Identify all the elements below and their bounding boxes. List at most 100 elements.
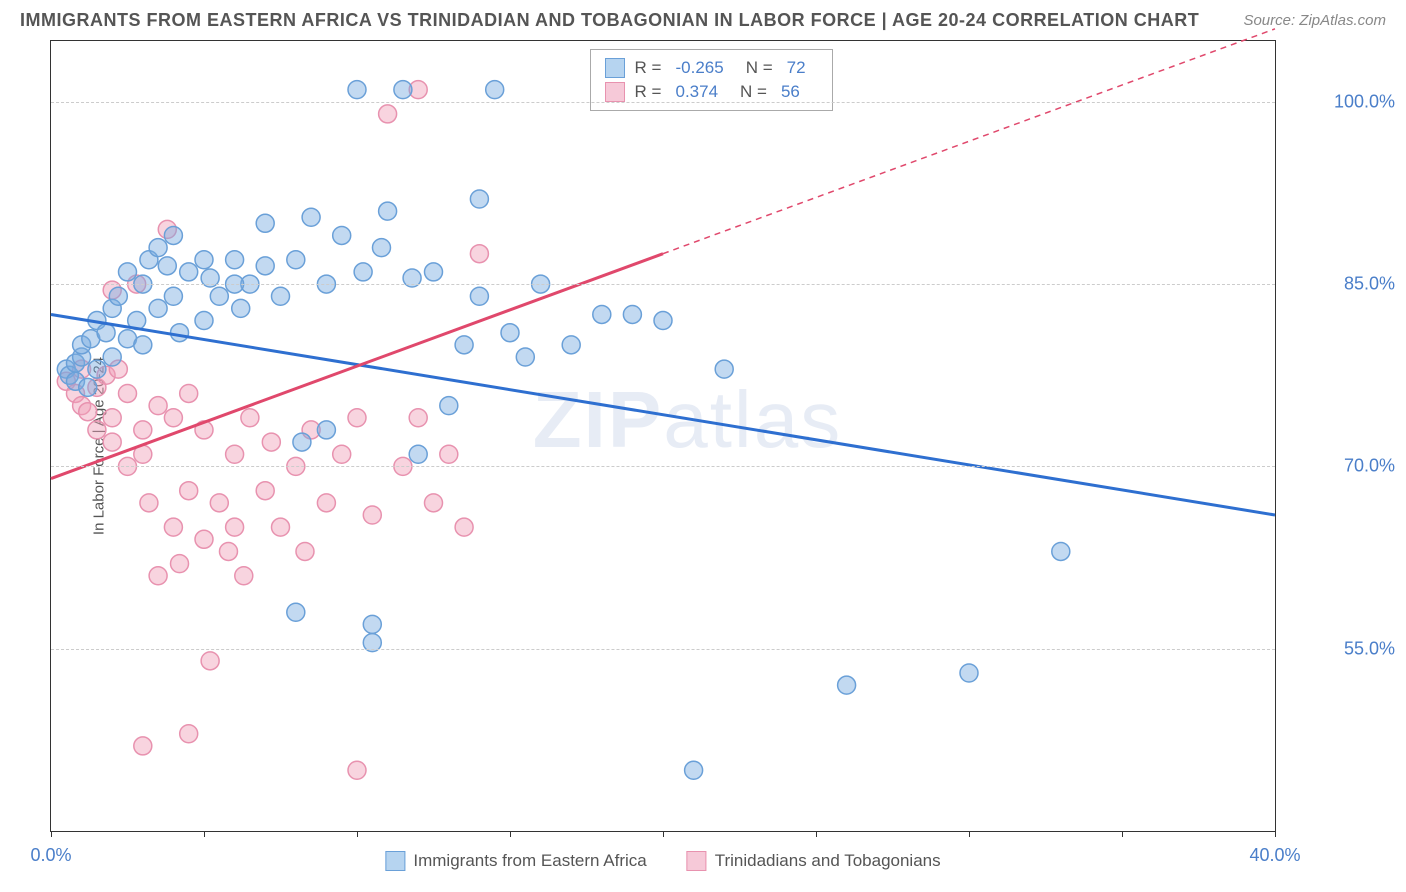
data-point	[348, 409, 366, 427]
data-point	[164, 287, 182, 305]
data-point	[293, 433, 311, 451]
data-point	[140, 494, 158, 512]
data-point	[164, 518, 182, 536]
legend-row-series1: R = -0.265 N = 72	[605, 56, 818, 80]
data-point	[623, 305, 641, 323]
r-label: R =	[635, 82, 662, 102]
series2-name: Trinidadians and Tobagonians	[715, 851, 941, 871]
data-point	[149, 567, 167, 585]
data-point	[287, 251, 305, 269]
data-point	[470, 245, 488, 263]
chart-title: IMMIGRANTS FROM EASTERN AFRICA VS TRINID…	[20, 10, 1199, 31]
data-point	[394, 81, 412, 99]
data-point	[516, 348, 534, 366]
data-point	[103, 433, 121, 451]
data-point	[287, 603, 305, 621]
data-point	[486, 81, 504, 99]
data-point	[470, 287, 488, 305]
data-point	[235, 567, 253, 585]
data-point	[302, 208, 320, 226]
x-tick	[969, 831, 970, 837]
scatter-plot-svg	[51, 41, 1275, 831]
data-point	[455, 518, 473, 536]
legend-item-series2: Trinidadians and Tobagonians	[687, 851, 941, 871]
data-point	[134, 737, 152, 755]
data-point	[164, 409, 182, 427]
data-point	[409, 409, 427, 427]
n-label: N =	[740, 82, 767, 102]
data-point	[103, 409, 121, 427]
data-point	[226, 518, 244, 536]
data-point	[354, 263, 372, 281]
r-value-series1: -0.265	[675, 58, 723, 78]
data-point	[134, 336, 152, 354]
data-point	[838, 676, 856, 694]
data-point	[171, 555, 189, 573]
n-value-series1: 72	[787, 58, 806, 78]
gridline	[51, 466, 1275, 467]
data-point	[960, 664, 978, 682]
legend-item-series1: Immigrants from Eastern Africa	[385, 851, 646, 871]
data-point	[455, 336, 473, 354]
data-point	[470, 190, 488, 208]
data-point	[180, 725, 198, 743]
x-tick	[357, 831, 358, 837]
swatch-series1-bottom	[385, 851, 405, 871]
data-point	[272, 287, 290, 305]
data-point	[333, 226, 351, 244]
data-point	[440, 445, 458, 463]
data-point	[241, 409, 259, 427]
n-value-series2: 56	[781, 82, 800, 102]
data-point	[195, 530, 213, 548]
data-point	[88, 421, 106, 439]
data-point	[180, 263, 198, 281]
data-point	[425, 494, 443, 512]
data-point	[180, 384, 198, 402]
data-point	[425, 263, 443, 281]
gridline	[51, 284, 1275, 285]
data-point	[685, 761, 703, 779]
x-tick-label: 0.0%	[30, 845, 71, 866]
x-tick	[51, 831, 52, 837]
data-point	[256, 482, 274, 500]
data-point	[195, 312, 213, 330]
legend-row-series2: R = 0.374 N = 56	[605, 80, 818, 104]
data-point	[501, 324, 519, 342]
gridline	[51, 102, 1275, 103]
data-point	[272, 518, 290, 536]
data-point	[333, 445, 351, 463]
data-point	[79, 378, 97, 396]
trend-line	[51, 314, 1275, 515]
x-tick-label: 40.0%	[1249, 845, 1300, 866]
data-point	[210, 287, 228, 305]
gridline	[51, 649, 1275, 650]
x-tick	[816, 831, 817, 837]
data-point	[372, 239, 390, 257]
data-point	[317, 494, 335, 512]
data-point	[296, 542, 314, 560]
data-point	[171, 324, 189, 342]
r-label: R =	[635, 58, 662, 78]
data-point	[97, 324, 115, 342]
y-tick-label: 85.0%	[1285, 274, 1395, 295]
x-tick	[663, 831, 664, 837]
x-tick	[510, 831, 511, 837]
data-point	[593, 305, 611, 323]
x-tick	[1275, 831, 1276, 837]
data-point	[119, 263, 137, 281]
data-point	[201, 652, 219, 670]
data-point	[134, 421, 152, 439]
r-value-series2: 0.374	[675, 82, 718, 102]
data-point	[256, 214, 274, 232]
data-point	[210, 494, 228, 512]
data-point	[109, 287, 127, 305]
data-point	[164, 226, 182, 244]
data-point	[262, 433, 280, 451]
y-tick-label: 55.0%	[1285, 638, 1395, 659]
data-point	[232, 299, 250, 317]
data-point	[219, 542, 237, 560]
data-point	[149, 397, 167, 415]
data-point	[88, 360, 106, 378]
series-legend: Immigrants from Eastern Africa Trinidadi…	[385, 851, 940, 871]
data-point	[119, 384, 137, 402]
